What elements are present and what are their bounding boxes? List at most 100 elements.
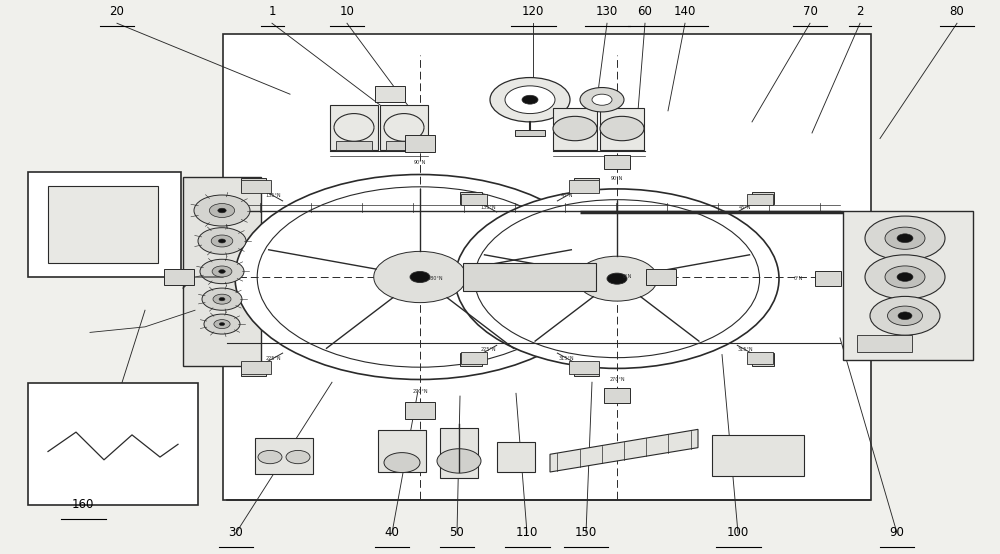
Circle shape [212,266,232,277]
Circle shape [522,95,538,104]
Bar [553,108,597,150]
Bar [569,361,599,375]
Text: 135°N: 135°N [266,193,281,198]
Circle shape [258,450,282,464]
Bar [375,86,405,102]
Circle shape [286,450,310,464]
Text: 10: 10 [340,5,354,18]
Bar [752,353,774,366]
Bar [48,186,158,263]
Circle shape [374,252,466,302]
Text: 100: 100 [727,526,749,539]
Text: 315°N: 315°N [737,347,753,352]
Text: 70: 70 [803,5,817,18]
Polygon shape [550,429,698,472]
Circle shape [553,116,597,141]
Bar [515,130,545,136]
Circle shape [885,227,925,249]
Text: 90: 90 [890,526,904,539]
Text: 270°N: 270°N [412,389,428,394]
Circle shape [257,187,583,367]
Bar [857,335,912,352]
Circle shape [198,228,246,254]
Text: 120: 120 [522,5,544,18]
Bar [747,194,773,205]
Bar [380,105,428,150]
Circle shape [474,199,760,358]
Circle shape [505,86,555,114]
Circle shape [576,256,658,301]
Text: 40: 40 [385,526,399,539]
Circle shape [490,78,570,122]
Bar [815,271,841,286]
Circle shape [898,312,912,320]
Circle shape [218,239,226,243]
Text: 20: 20 [110,5,124,18]
Circle shape [219,297,225,301]
Circle shape [384,453,420,473]
Circle shape [204,314,240,334]
Bar [241,178,266,192]
Text: 50: 50 [450,526,464,539]
Text: 60: 60 [638,5,652,18]
Bar [843,211,973,360]
Circle shape [200,259,244,284]
Bar [336,141,372,150]
Bar [183,177,261,366]
Circle shape [410,271,430,283]
Text: 90°N: 90°N [414,160,426,165]
Bar [461,352,487,363]
Bar [460,192,482,204]
Bar [574,178,599,192]
Circle shape [209,203,235,218]
Circle shape [219,322,225,326]
Bar [386,141,422,150]
Circle shape [455,189,779,368]
Text: 180°N: 180°N [428,276,443,281]
Circle shape [219,270,225,273]
Bar [223,34,871,500]
Text: 2: 2 [856,5,864,18]
Text: 270°N: 270°N [609,377,625,382]
Circle shape [885,266,925,288]
Text: 0°N: 0°N [794,276,803,281]
Bar [712,435,804,476]
Bar [330,105,378,150]
Bar [604,388,630,403]
Bar [405,402,435,419]
Circle shape [888,306,922,325]
Bar [241,362,266,376]
Text: 110: 110 [516,526,538,539]
Text: 135°N: 135°N [481,205,497,210]
Bar [646,269,676,285]
Text: 315°N: 315°N [559,356,574,361]
Bar [569,179,599,193]
Circle shape [235,175,605,379]
Bar [164,269,194,285]
Text: 130: 130 [596,5,618,18]
Circle shape [600,116,644,141]
Bar [600,108,644,150]
Bar [752,192,774,204]
Bar [28,172,181,277]
Circle shape [218,208,226,213]
Text: 0°N: 0°N [623,274,632,280]
Text: 140: 140 [674,5,696,18]
Bar [604,155,630,169]
Circle shape [865,255,945,299]
Circle shape [194,195,250,226]
Bar [747,352,773,363]
Bar [241,179,271,193]
Circle shape [870,296,940,335]
Text: 160: 160 [72,498,94,511]
Bar [28,383,198,505]
Circle shape [897,234,913,243]
Bar [440,428,478,478]
Bar [255,438,313,474]
Bar [497,442,535,472]
Circle shape [202,288,242,310]
Bar [460,353,482,366]
Bar [378,430,426,472]
Bar [463,263,596,291]
Circle shape [607,273,627,284]
